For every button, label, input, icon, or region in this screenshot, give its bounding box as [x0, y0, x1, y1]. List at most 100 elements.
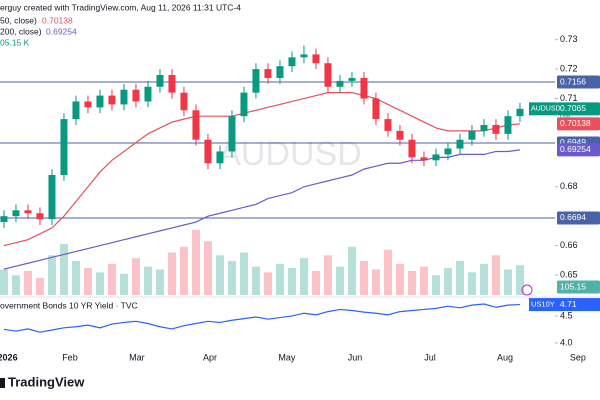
volume-bar — [143, 266, 152, 295]
volume-bar — [71, 261, 80, 295]
candle-body — [504, 116, 512, 134]
volume-bar — [131, 258, 140, 295]
candle-body — [384, 119, 392, 131]
candle — [24, 204, 32, 220]
candle-body — [300, 54, 308, 58]
candle-body — [72, 101, 80, 120]
y-tick-label: 0.65 — [560, 269, 578, 279]
ma-label-box — [557, 143, 600, 157]
candle — [432, 148, 440, 167]
candle-body — [456, 139, 464, 149]
volume-bar — [0, 269, 8, 295]
y-tick-label: 0.66 — [560, 240, 578, 250]
logo-icon — [0, 378, 5, 388]
candle-body — [0, 216, 8, 223]
volume-bar — [479, 263, 488, 295]
candle — [372, 92, 380, 125]
alert-icon — [521, 284, 533, 296]
volume-bar — [467, 272, 476, 295]
volume-bar — [167, 252, 176, 295]
volume-bar — [35, 278, 44, 295]
candle — [120, 83, 128, 111]
y-tick-label: 0.72 — [560, 63, 578, 73]
x-tick-label: Mar — [129, 352, 145, 362]
volume-bar — [275, 263, 284, 295]
candle-body — [492, 125, 500, 134]
candle — [72, 95, 80, 125]
candle — [408, 133, 416, 164]
candle — [180, 86, 188, 117]
candle-body — [144, 86, 152, 102]
candle-body — [132, 89, 140, 102]
volume-bar — [395, 263, 404, 295]
candle — [276, 60, 284, 84]
change-label: 0% — [560, 114, 570, 121]
series-name: US10Y — [531, 300, 555, 309]
candle — [12, 204, 20, 223]
volume-bar — [335, 266, 344, 295]
candle — [348, 72, 356, 87]
volume-bar — [107, 263, 116, 295]
x-tick-label: May — [278, 352, 296, 362]
hline-label-box — [557, 211, 600, 225]
series-name-box — [529, 298, 557, 312]
candle — [96, 89, 104, 114]
hline-label: 0.6694 — [560, 212, 586, 222]
hline-label: 0.6949 — [560, 137, 586, 147]
moving-average — [3, 92, 521, 247]
header: erguy created with TradingView.com, Aug … — [0, 2, 241, 12]
candle-body — [228, 116, 236, 152]
candle — [144, 80, 152, 108]
volume-bar — [227, 261, 236, 295]
candle-body — [408, 139, 416, 158]
candle — [240, 86, 248, 123]
volume-bar — [215, 255, 224, 295]
candle-body — [312, 54, 320, 64]
y-tick-label: 0.73 — [560, 34, 578, 44]
candle-body — [516, 108, 524, 117]
candle — [480, 119, 488, 137]
y-tick-label: 4.0 — [560, 337, 573, 347]
volume-bar — [191, 229, 200, 295]
volume-bar — [287, 268, 296, 295]
volume-bar — [419, 266, 428, 295]
candle-body — [120, 89, 128, 105]
candle — [288, 51, 296, 73]
candle-body — [84, 101, 92, 108]
candle-body — [12, 210, 20, 217]
candle — [156, 69, 164, 93]
price-label-box — [557, 102, 600, 116]
volume-bar — [347, 246, 356, 295]
candle — [360, 72, 368, 105]
candle — [252, 63, 260, 99]
candle-body — [108, 95, 116, 105]
candle-body — [288, 57, 296, 67]
volume-bar — [491, 255, 500, 295]
volume-bar — [23, 270, 32, 295]
candle — [324, 57, 332, 93]
volume-bar — [239, 252, 248, 295]
candle-body — [60, 119, 68, 175]
candle-body — [348, 77, 356, 81]
volume-bar — [407, 270, 416, 295]
x-tick-label: 2026 — [0, 352, 18, 362]
pane-title: overnment Bonds 10 YR Yield · TVC — [0, 300, 138, 310]
volume-bar — [371, 269, 380, 295]
x-tick-label: Feb — [62, 352, 78, 362]
candle — [312, 48, 320, 70]
y-tick-label: 4.5 — [560, 310, 573, 320]
symbol-label-box — [529, 102, 557, 116]
series-value: 4.71 — [560, 299, 577, 309]
candle — [492, 119, 500, 140]
x-tick-label: Jul — [424, 352, 436, 362]
candle — [456, 133, 464, 155]
volume-bar — [95, 272, 104, 295]
candle — [204, 133, 212, 170]
volume-bar — [263, 272, 272, 295]
volume-bar — [311, 270, 320, 295]
candle — [384, 113, 392, 137]
legend-value: 0.69254 — [46, 26, 77, 36]
volume-bar — [59, 244, 68, 295]
logo: TradingView — [8, 374, 85, 389]
